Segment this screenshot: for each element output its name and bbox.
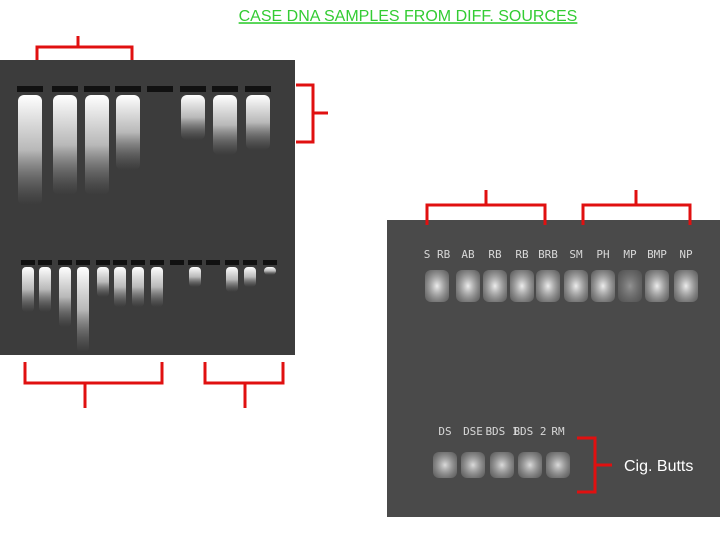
lane-label: DS (438, 425, 451, 438)
well (76, 260, 90, 265)
well (225, 260, 239, 265)
dna-band (490, 452, 514, 478)
dna-band (518, 452, 542, 478)
dna-smear (85, 95, 109, 195)
lane-label: NP (679, 248, 693, 261)
well (150, 260, 164, 265)
dna-band (645, 270, 669, 302)
well (188, 260, 202, 265)
well (170, 260, 184, 265)
well (131, 260, 145, 265)
well (147, 86, 173, 92)
dna-smear (181, 95, 205, 140)
dna-band (564, 270, 588, 302)
lane-label: S RB (424, 248, 451, 261)
well (38, 260, 52, 265)
lane-label: BMP (647, 248, 667, 261)
well (96, 260, 110, 265)
lane-label: RM (551, 425, 565, 438)
lane-label: RB (515, 248, 529, 261)
well (17, 86, 43, 92)
annotation: Cig. Butts (624, 458, 693, 475)
dna-band (456, 270, 480, 302)
well (21, 260, 35, 265)
well (245, 86, 271, 92)
well (263, 260, 277, 265)
red-brackets (23, 36, 692, 494)
well (52, 86, 78, 92)
lane-label: BDS 2 (513, 425, 546, 438)
well (243, 260, 257, 265)
dna-smear (22, 267, 34, 312)
lane-label: BDS 1 (485, 425, 518, 438)
dna-smear (151, 267, 163, 307)
well (58, 260, 72, 265)
dna-smear (59, 267, 71, 327)
well (212, 86, 238, 92)
dna-band (618, 270, 642, 302)
dna-band (536, 270, 560, 302)
dna-smear (264, 267, 276, 275)
well (113, 260, 127, 265)
dna-smear (244, 267, 256, 287)
dna-smear (97, 267, 109, 297)
dna-band (425, 270, 449, 302)
lane-label: AB (461, 248, 475, 261)
dna-smear (18, 95, 42, 205)
dna-smear (189, 267, 201, 287)
dna-smear (116, 95, 140, 170)
dna-band (461, 452, 485, 478)
dna-band (546, 452, 570, 478)
dna-smear (132, 267, 144, 307)
dna-band (433, 452, 457, 478)
dna-band (591, 270, 615, 302)
well (115, 86, 141, 92)
well (84, 86, 110, 92)
lane-label: MP (623, 248, 637, 261)
dna-band (483, 270, 507, 302)
lane-label: BRB (538, 248, 558, 261)
lane-label: DSE (463, 425, 483, 438)
well (206, 260, 220, 265)
lane-label: RB (488, 248, 502, 261)
dna-band (510, 270, 534, 302)
slide-title: CASE DNA SAMPLES FROM DIFF. SOURCES (239, 8, 578, 25)
dna-smear (226, 267, 238, 292)
dna-smear (53, 95, 77, 195)
well (180, 86, 206, 92)
dna-smear (77, 267, 89, 352)
dna-smear (246, 95, 270, 150)
dna-band (674, 270, 698, 302)
dna-smear (39, 267, 51, 312)
dna-smear (213, 95, 237, 155)
lane-label: SM (569, 248, 583, 261)
dna-smear (114, 267, 126, 307)
lane-label: PH (596, 248, 609, 261)
